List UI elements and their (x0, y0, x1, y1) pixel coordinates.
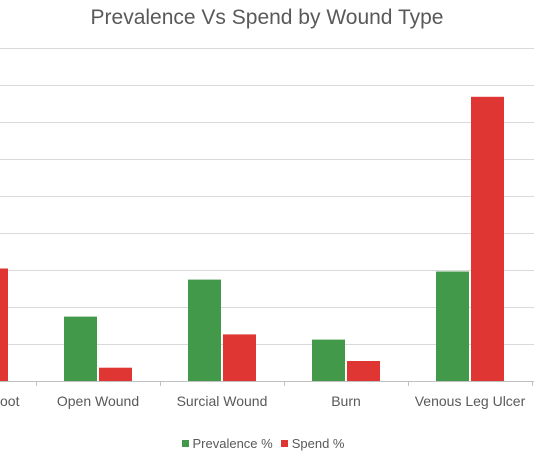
x-tick-label: Surcial Wound (177, 393, 268, 409)
x-tick-label: oot (0, 393, 20, 409)
category-labels: oot Open Wound Surcial Wound Burn Venous Leg… (0, 393, 526, 409)
legend-item-spend: Spend % (280, 436, 345, 451)
bar-prevalence-1 (64, 316, 97, 381)
x-tick-label: Burn (331, 393, 361, 409)
bar-spend-4 (471, 96, 504, 382)
legend: Prevalence % Spend % (0, 436, 534, 451)
legend-label: Spend % (291, 436, 345, 451)
bar-prevalence-4 (436, 271, 469, 381)
bar-spend-2 (223, 334, 256, 381)
chart-title: Prevalence Vs Spend by Wound Type (90, 6, 444, 29)
bar-prevalence-3 (312, 339, 345, 381)
x-tick-label: Open Wound (57, 393, 139, 409)
x-tick-label: Venous Leg Ulcer (415, 393, 526, 409)
bar-prevalence-2 (188, 279, 221, 381)
x-axis (0, 381, 534, 386)
bars (0, 96, 504, 382)
gridlines (0, 48, 534, 345)
bar-spend-1 (99, 367, 132, 381)
legend-label: Prevalence % (192, 436, 273, 451)
legend-swatch (280, 440, 288, 448)
legend-item-prevalence: Prevalence % (181, 436, 273, 451)
bar-spend-3 (347, 361, 380, 381)
bar-spend-0 (0, 268, 8, 381)
legend-swatch (181, 440, 189, 448)
